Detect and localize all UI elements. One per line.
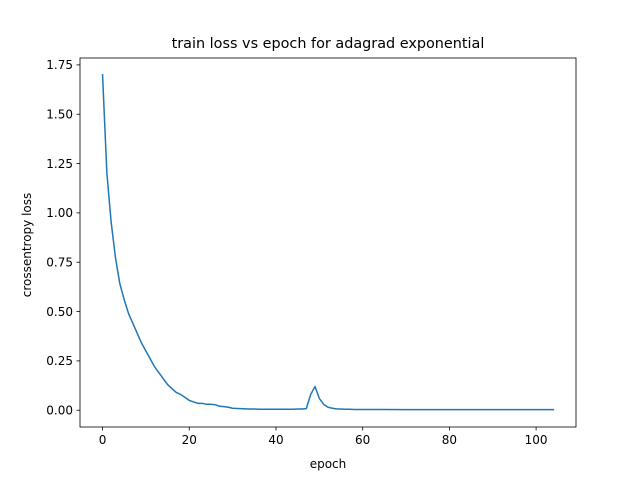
x-tick-label: 100 <box>525 433 548 447</box>
y-tick-label: 0.25 <box>46 354 73 368</box>
x-axis-label: epoch <box>310 457 347 471</box>
series-line-0 <box>101 73 555 411</box>
y-axis-label: crossentropy loss <box>20 193 34 298</box>
y-tick-label: 1.00 <box>46 206 73 220</box>
y-tick-label: 1.75 <box>46 58 73 72</box>
y-tick-label: 1.50 <box>46 108 73 122</box>
y-tick-label: 0.50 <box>46 305 73 319</box>
y-tick-label: 0.00 <box>46 404 73 418</box>
axes-frame <box>79 57 577 428</box>
x-tick-label: 40 <box>268 433 283 447</box>
plot-area: 0 20 40 60 80 100 0.00 0.25 0.50 0.75 1.00 1.25 1.50… <box>46 57 577 447</box>
y-tick-label: 1.25 <box>46 157 73 171</box>
chart-title: train loss vs epoch for adagrad exponent… <box>172 36 485 52</box>
x-tick-label: 80 <box>442 433 457 447</box>
x-tick-label: 60 <box>355 433 370 447</box>
x-tick-label: 20 <box>182 433 197 447</box>
y-tick-label: 0.75 <box>46 256 73 270</box>
x-tick-label: 0 <box>99 433 107 447</box>
